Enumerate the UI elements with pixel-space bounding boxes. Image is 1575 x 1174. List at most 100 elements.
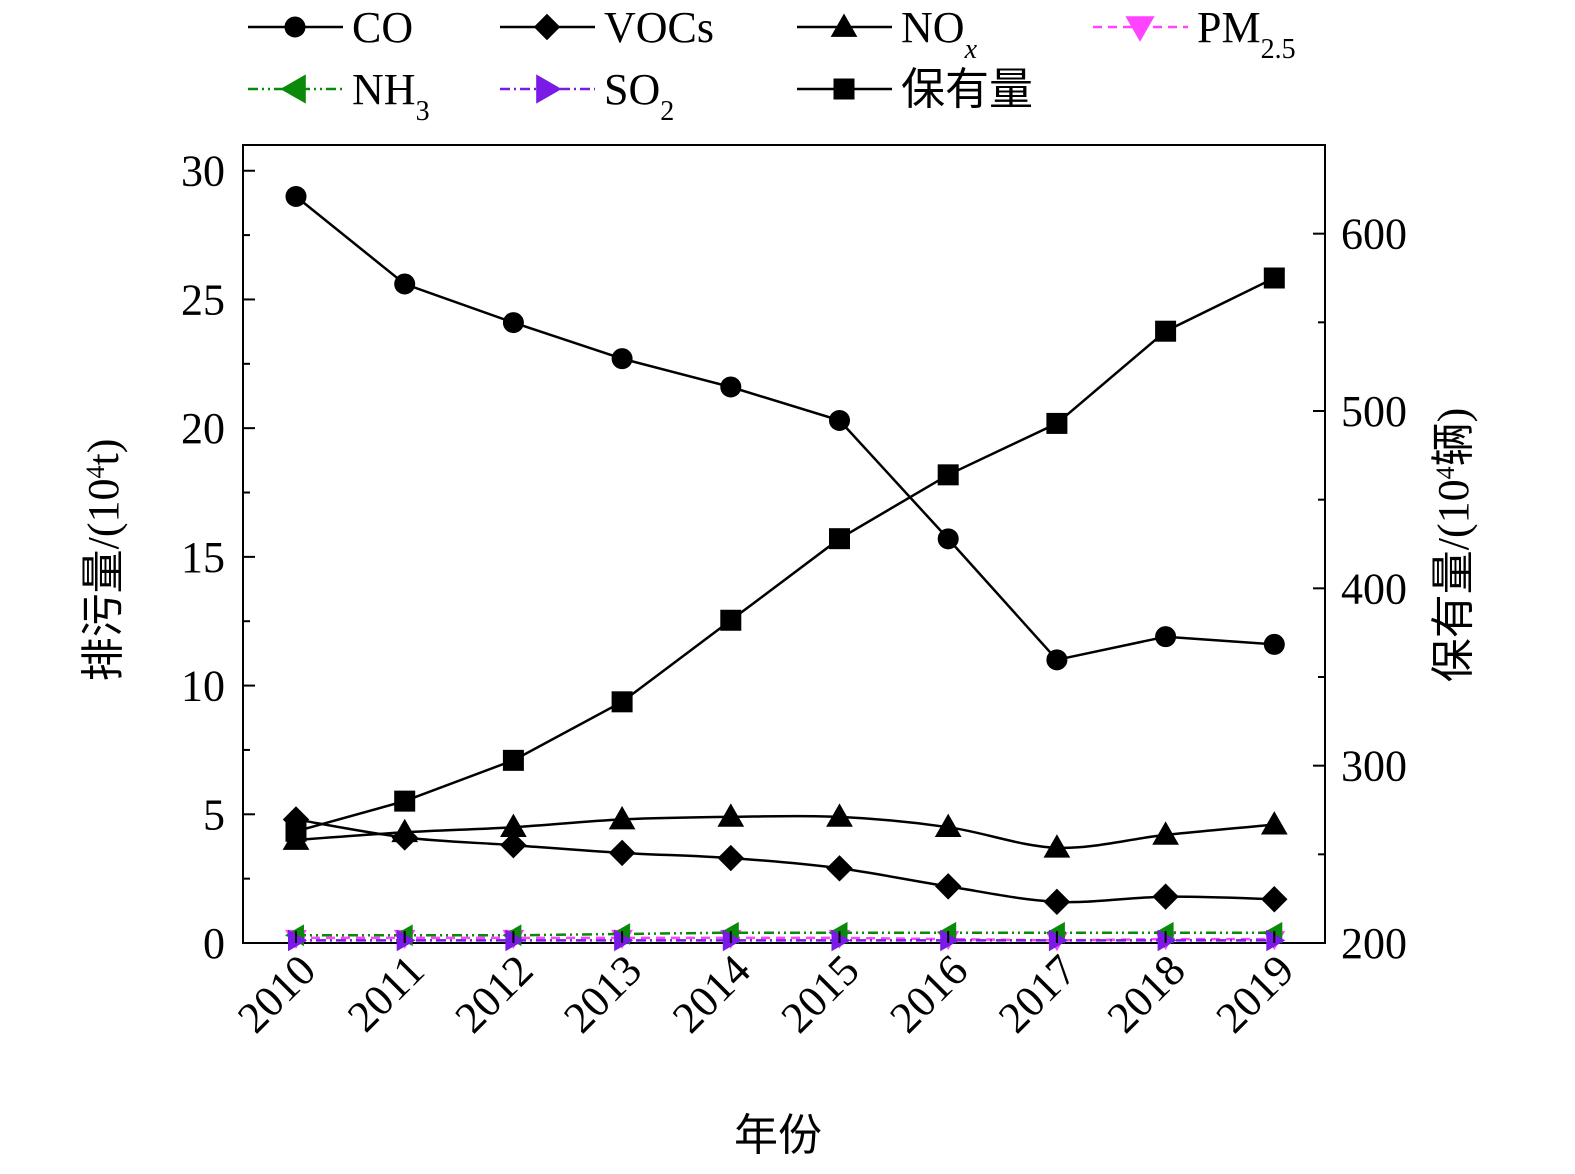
legend-label-sub: 2.5 (1261, 34, 1296, 65)
y2-tick-label: 500 (1341, 387, 1407, 436)
series-1-point (611, 348, 633, 370)
legend-entry: CO (248, 3, 413, 52)
series-2-point (826, 855, 853, 882)
x-tick-label: 2010 (228, 945, 325, 1042)
series-1-point (394, 273, 416, 295)
series-6-point (940, 929, 960, 952)
series-6-point (1266, 929, 1286, 952)
series-3-point (826, 803, 853, 827)
legend-label: SO2 (604, 65, 674, 127)
series-6-point (288, 929, 308, 952)
series-3-point (717, 803, 745, 827)
legend-label-sub: 3 (416, 96, 430, 127)
y2-tick-label: 400 (1341, 564, 1407, 613)
series-6-point (1157, 929, 1177, 952)
x-tick-label: 2016 (880, 945, 977, 1042)
y-tick-label: 25 (181, 275, 225, 324)
y-axis-title-tail: t) (79, 439, 128, 466)
series-2 (282, 806, 1288, 916)
series-7-point (937, 464, 959, 486)
series-layer (282, 185, 1288, 952)
legend-entry: VOCs (500, 3, 714, 52)
series-3-line (295, 814, 1275, 850)
series-7-line (295, 276, 1275, 833)
x-tick-label: 2013 (554, 945, 651, 1042)
series-6-point (505, 929, 525, 952)
series-6-point (396, 929, 416, 952)
series-6-point (614, 929, 634, 952)
series-7-point (1046, 412, 1068, 434)
legend-label-main: NH (352, 65, 416, 114)
y2-axis-title: 保有量/(104辆) (1429, 408, 1478, 683)
legend-label-main: SO (604, 65, 660, 114)
series-3-point (608, 805, 636, 830)
series-3-point (934, 813, 962, 838)
y-axis-title-main: 排污量/(10 (79, 479, 128, 682)
x-tick-label: 2018 (1098, 945, 1195, 1042)
legend-marker (536, 74, 562, 104)
y2-axis-title-sup: 4 (1431, 466, 1460, 479)
series-7-point (829, 528, 850, 550)
legend-marker (833, 78, 855, 100)
series-3-point (1043, 834, 1071, 858)
series-7-point (1155, 320, 1177, 342)
legend-marker (284, 16, 306, 38)
series-2-point (1261, 886, 1288, 913)
y2-axis-title-main: 保有量/(10 (1429, 479, 1478, 682)
series-2-point (1152, 883, 1179, 910)
legend: CO VOCs NOx PM2.5 NH3 SO2 保有量 (248, 3, 1296, 127)
x-tick-label: 2014 (663, 945, 760, 1042)
series-7-point (285, 820, 307, 842)
legend-label-main: NO (901, 3, 965, 52)
y2-tick-label: 300 (1341, 742, 1407, 791)
series-6 (288, 929, 1286, 952)
legend-marker (830, 13, 858, 37)
series-2-point (500, 831, 527, 859)
legend-entry: 保有量 (797, 65, 1033, 114)
y-tick-label: 30 (181, 147, 225, 196)
y-tick-label: 20 (181, 404, 225, 453)
series-1-point (285, 185, 307, 207)
legend-entry: NOx (797, 3, 978, 65)
legend-label: CO (352, 3, 413, 52)
series-1-point (1155, 626, 1177, 648)
y-tick-label: 0 (203, 919, 225, 968)
y-axis-title: 排污量/(104t) (79, 439, 128, 682)
y-axis-title-sup: 4 (81, 466, 110, 479)
series-2-point (1043, 888, 1071, 916)
legend-marker (1125, 16, 1155, 42)
legend-label-main: VOCs (604, 3, 714, 52)
series-5 (284, 921, 1283, 947)
series-1-point (829, 409, 850, 431)
legend-label-main: 保有量 (901, 65, 1033, 114)
x-tick-label: 2017 (989, 945, 1086, 1042)
series-2-point (608, 839, 636, 867)
y2-tick-label: 600 (1341, 210, 1407, 259)
legend-label-main: PM (1197, 3, 1261, 52)
series-7 (285, 267, 1285, 842)
series-1-point (1046, 649, 1068, 671)
series-2-point (717, 844, 745, 872)
series-5-line (296, 931, 1275, 937)
series-7-point (502, 749, 524, 771)
legend-label: PM2.5 (1197, 3, 1296, 65)
legend-entry: SO2 (500, 65, 674, 127)
series-3-point (1260, 811, 1288, 835)
legend-label: NOx (901, 3, 978, 65)
legend-marker (533, 13, 561, 41)
x-tick-label: 2019 (1206, 945, 1303, 1042)
series-1-point (502, 312, 524, 334)
legend-entry: PM2.5 (1093, 3, 1296, 65)
series-2-point (934, 873, 962, 900)
y-tick-label: 5 (203, 790, 225, 839)
x-tick-label: 2015 (772, 945, 869, 1042)
series-1-point (720, 376, 742, 398)
legend-marker (280, 74, 306, 104)
series-7-point (611, 691, 633, 713)
plot-border (242, 144, 1326, 944)
series-1-line (295, 195, 1275, 662)
y-tick-label: 10 (181, 662, 225, 711)
series-7-point (394, 790, 416, 812)
